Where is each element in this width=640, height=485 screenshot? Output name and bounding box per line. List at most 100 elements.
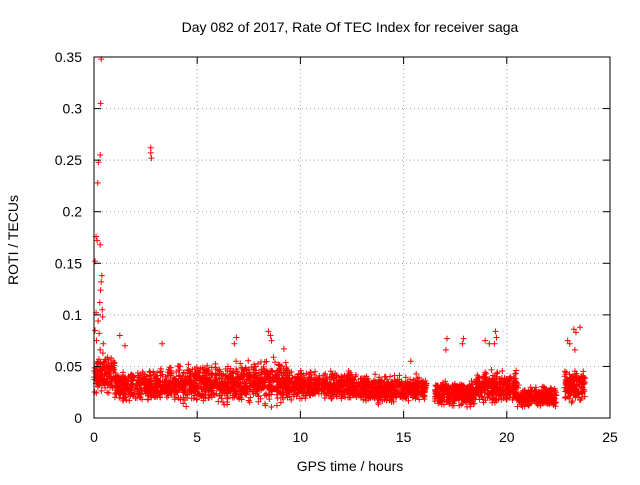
data-point (372, 371, 379, 378)
data-point (270, 354, 277, 361)
data-point (391, 377, 398, 384)
data-point (382, 389, 389, 396)
data-point (227, 365, 234, 372)
data-point (494, 369, 501, 376)
data-point (282, 372, 289, 379)
data-point (169, 380, 176, 387)
data-point (358, 393, 365, 400)
data-point (416, 396, 423, 403)
data-point (414, 377, 421, 384)
data-point (531, 397, 538, 404)
data-point (523, 399, 530, 406)
data-point (496, 385, 503, 392)
data-point (239, 391, 246, 398)
data-point (220, 399, 227, 406)
data-point (136, 378, 143, 385)
data-point (112, 369, 119, 376)
data-point (327, 381, 334, 388)
y-tick-label: 0 (74, 410, 82, 426)
data-point (378, 377, 385, 384)
data-point (145, 389, 152, 396)
data-point (319, 382, 326, 389)
data-point (480, 396, 487, 403)
data-point (434, 391, 441, 398)
data-point (92, 327, 99, 334)
data-point (208, 364, 215, 371)
data-point (579, 383, 586, 390)
data-point (208, 370, 215, 377)
data-point (220, 383, 227, 390)
data-point (107, 384, 114, 391)
data-point (199, 364, 206, 371)
data-point (539, 400, 546, 407)
data-point (320, 384, 327, 391)
data-point (196, 391, 203, 398)
data-point (246, 399, 253, 406)
data-point (167, 370, 174, 377)
data-point (252, 386, 259, 393)
data-point (376, 374, 383, 381)
data-point (394, 379, 401, 386)
data-point (466, 381, 473, 388)
data-point (100, 340, 107, 347)
data-point (283, 365, 290, 372)
data-point (390, 394, 397, 401)
data-point (364, 378, 371, 385)
data-point (422, 384, 429, 391)
data-point (477, 389, 484, 396)
data-point (361, 380, 368, 387)
chart-title: Day 082 of 2017, Rate Of TEC Index for r… (182, 19, 519, 35)
data-point (117, 388, 124, 395)
data-point (416, 389, 423, 396)
data-point (445, 398, 452, 405)
data-point (213, 390, 220, 397)
data-point (183, 403, 190, 410)
data-point (561, 368, 568, 375)
data-point (515, 384, 522, 391)
data-point (306, 391, 313, 398)
data-point (300, 392, 307, 399)
data-point (202, 368, 209, 375)
data-point (493, 370, 500, 377)
data-point (419, 385, 426, 392)
data-point (350, 376, 357, 383)
data-point (580, 368, 587, 375)
data-point (179, 380, 186, 387)
data-point (180, 400, 187, 407)
data-point (104, 375, 111, 382)
data-point (215, 382, 222, 389)
data-point (99, 350, 106, 357)
data-point (296, 378, 303, 385)
data-point (451, 396, 458, 403)
data-point (387, 386, 394, 393)
data-point (496, 375, 503, 382)
data-point (212, 360, 219, 367)
data-point (458, 382, 465, 389)
x-tick-label: 5 (193, 429, 201, 445)
data-point (175, 372, 182, 379)
data-point (475, 383, 482, 390)
data-point (107, 373, 114, 380)
data-point (459, 392, 466, 399)
data-point (147, 144, 154, 151)
data-point (137, 394, 144, 401)
data-points (91, 56, 589, 411)
data-point (245, 357, 252, 364)
data-point (274, 395, 281, 402)
grid-lines (94, 57, 610, 418)
data-point (247, 394, 254, 401)
data-point (277, 399, 284, 406)
data-point (230, 375, 237, 382)
y-tick-label: 0.35 (55, 49, 82, 65)
data-point (147, 149, 154, 156)
data-point (532, 391, 539, 398)
data-point (219, 373, 226, 380)
data-point (291, 378, 298, 385)
data-point (144, 396, 151, 403)
data-point (542, 397, 549, 404)
data-point (273, 402, 280, 409)
data-point (323, 383, 330, 390)
data-point (159, 340, 166, 347)
data-point (515, 382, 522, 389)
